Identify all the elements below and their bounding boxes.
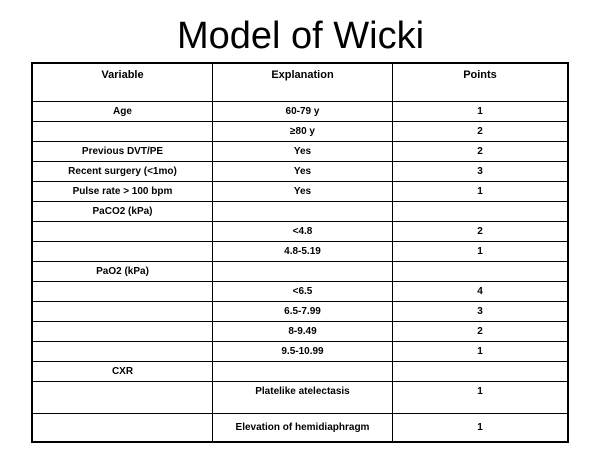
header-variable: Variable (31, 62, 213, 102)
cell-points (392, 201, 569, 222)
table-row: Pulse rate > 100 bpm Yes 1 (31, 181, 569, 202)
cell-variable: Age (31, 101, 213, 122)
cell-variable: Recent surgery (<1mo) (31, 161, 213, 182)
cell-variable (31, 121, 213, 142)
cell-points: 1 (392, 181, 569, 202)
cell-points: 2 (392, 121, 569, 142)
table-row: <6.5 4 (31, 281, 569, 302)
table-row: 8-9.49 2 (31, 321, 569, 342)
cell-explanation: Yes (212, 181, 393, 202)
cell-variable: PaCO2 (kPa) (31, 201, 213, 222)
table-row: Previous DVT/PE Yes 2 (31, 141, 569, 162)
cell-explanation: 4.8-5.19 (212, 241, 393, 262)
table-row: PaCO2 (kPa) (31, 201, 569, 222)
table-row: Recent surgery (<1mo) Yes 3 (31, 161, 569, 182)
cell-points: 2 (392, 321, 569, 342)
header-explanation: Explanation (212, 62, 393, 102)
cell-explanation: <6.5 (212, 281, 393, 302)
cell-explanation: <4.8 (212, 221, 393, 242)
cell-points: 1 (392, 381, 569, 414)
cell-points: 1 (392, 341, 569, 362)
cell-points: 4 (392, 281, 569, 302)
cell-explanation (212, 361, 393, 382)
header-points: Points (392, 62, 569, 102)
cell-explanation: Elevation of hemidiaphragm (212, 413, 393, 443)
cell-variable (31, 381, 213, 414)
wicki-score-table: Variable Explanation Points Age 60-79 y 1 ≥… (31, 62, 569, 443)
cell-variable (31, 241, 213, 262)
cell-points (392, 361, 569, 382)
cell-explanation: 6.5-7.99 (212, 301, 393, 322)
cell-explanation: 60-79 y (212, 101, 393, 122)
cell-points: 2 (392, 141, 569, 162)
cell-explanation: ≥80 y (212, 121, 393, 142)
cell-points: 3 (392, 301, 569, 322)
cell-variable (31, 221, 213, 242)
table-row: Platelike atelectasis 1 (31, 381, 569, 414)
cell-variable: CXR (31, 361, 213, 382)
table-row: 4.8-5.19 1 (31, 241, 569, 262)
cell-explanation: Yes (212, 161, 393, 182)
cell-points (392, 261, 569, 282)
cell-explanation: Platelike atelectasis (212, 381, 393, 414)
cell-variable (31, 321, 213, 342)
table-row: 9.5-10.99 1 (31, 341, 569, 362)
cell-explanation (212, 261, 393, 282)
cell-explanation: 8-9.49 (212, 321, 393, 342)
cell-explanation: 9.5-10.99 (212, 341, 393, 362)
table-row: <4.8 2 (31, 221, 569, 242)
cell-variable (31, 281, 213, 302)
cell-variable: Previous DVT/PE (31, 141, 213, 162)
cell-variable (31, 341, 213, 362)
cell-variable (31, 301, 213, 322)
cell-variable: Pulse rate > 100 bpm (31, 181, 213, 202)
table-row: PaO2 (kPa) (31, 261, 569, 282)
cell-points: 1 (392, 241, 569, 262)
cell-explanation (212, 201, 393, 222)
cell-points: 2 (392, 221, 569, 242)
table-row: CXR (31, 361, 569, 382)
cell-points: 3 (392, 161, 569, 182)
cell-points: 1 (392, 101, 569, 122)
table-row: Elevation of hemidiaphragm 1 (31, 413, 569, 443)
cell-points: 1 (392, 413, 569, 443)
cell-variable (31, 413, 213, 443)
slide-title: Model of Wicki (176, 15, 425, 57)
table-row: 6.5-7.99 3 (31, 301, 569, 322)
cell-variable: PaO2 (kPa) (31, 261, 213, 282)
cell-explanation: Yes (212, 141, 393, 162)
table-header-row: Variable Explanation Points (31, 62, 569, 102)
